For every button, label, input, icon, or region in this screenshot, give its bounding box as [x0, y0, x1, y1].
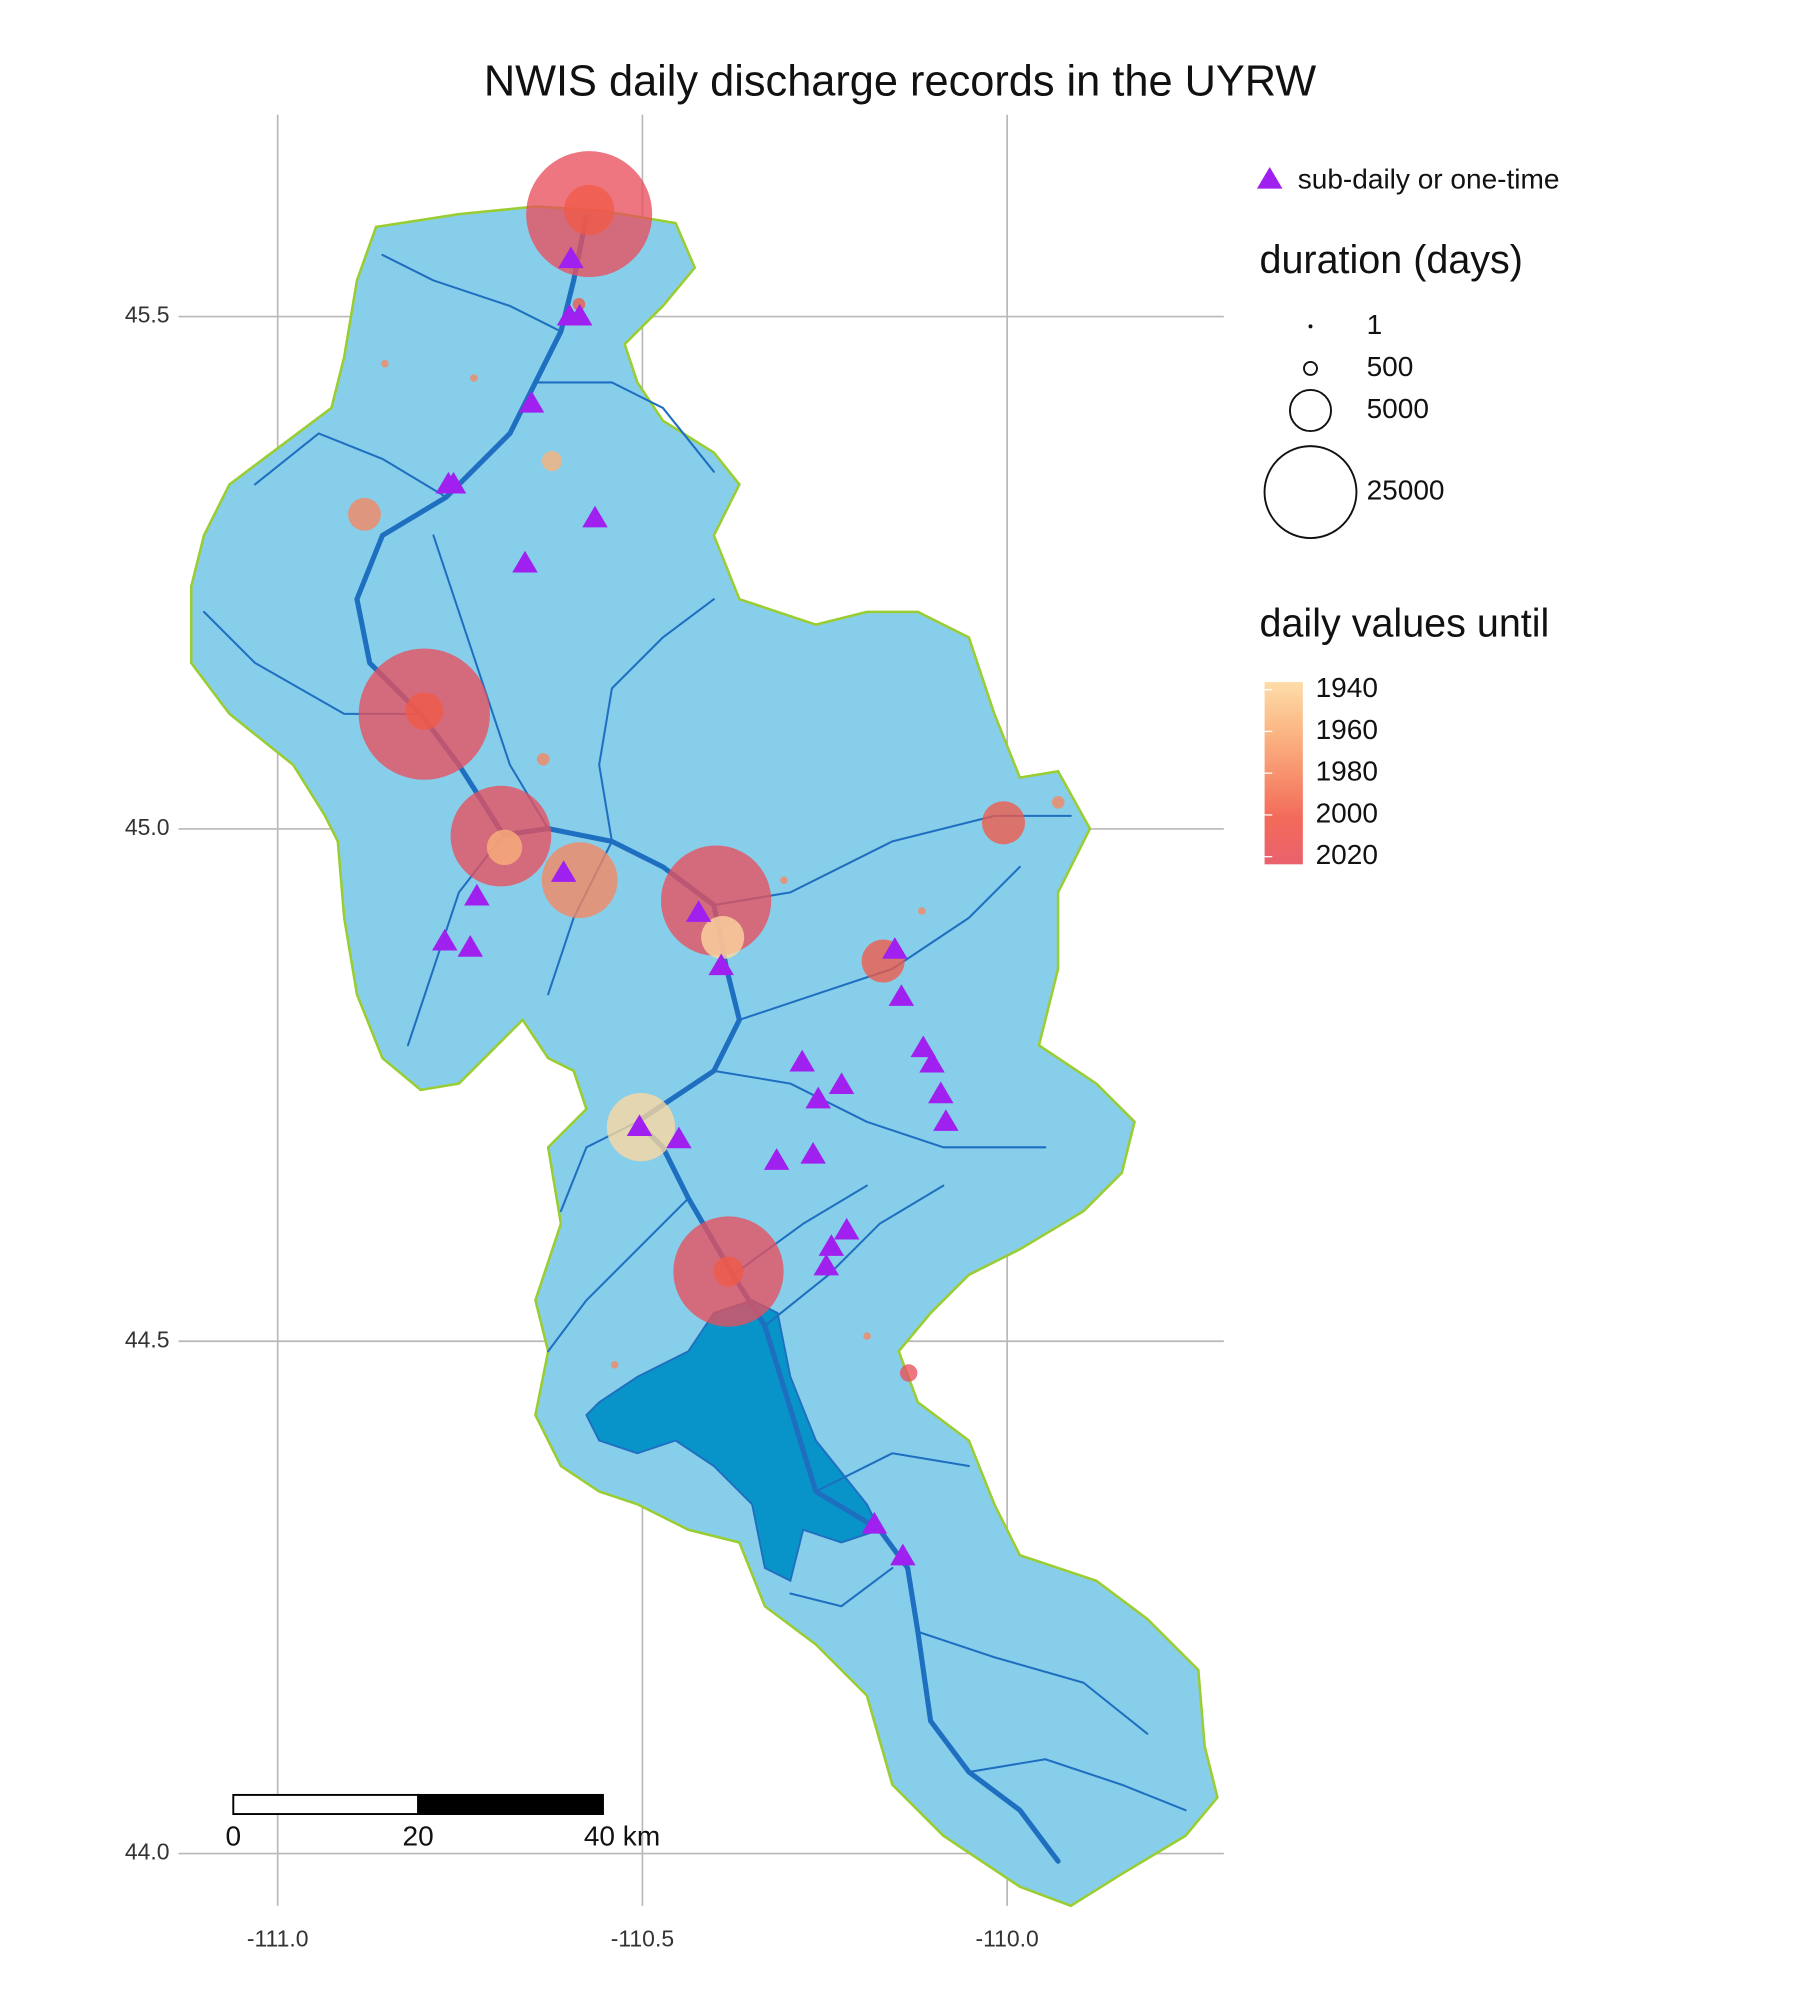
site-triangle	[431, 928, 458, 951]
site-circle	[918, 907, 926, 915]
site-circle	[470, 374, 478, 382]
y-tick-label: 45.0	[125, 814, 170, 840]
legend-size-circle	[1288, 388, 1333, 432]
scale-bar-label: 0	[225, 1821, 241, 1852]
sites	[348, 151, 1065, 1566]
site-triangle	[800, 1142, 826, 1164]
legend-title: daily values until	[1260, 601, 1550, 645]
site-circle	[381, 359, 389, 368]
site-circle	[701, 915, 745, 960]
y-tick-label: 45.5	[125, 302, 170, 328]
site-triangle	[910, 1035, 937, 1058]
site-circle	[780, 876, 788, 884]
legend-size-label: 25000	[1367, 474, 1445, 505]
x-tick-label: -110.0	[975, 1925, 1038, 1951]
legend: sub-daily or one-time duration (days) 1 500…	[1256, 163, 1560, 870]
site-triangle	[550, 860, 577, 882]
site-triangle	[805, 1086, 831, 1109]
x-tick-label: -110.5	[611, 1925, 674, 1951]
site-circle	[541, 842, 618, 919]
site-triangle	[566, 303, 593, 326]
colorbar-label: 1960	[1316, 714, 1378, 745]
site-triangle	[888, 984, 915, 1006]
legend-triangle	[1256, 166, 1283, 189]
legend-size-circle	[1303, 360, 1318, 376]
site-triangle	[789, 1049, 815, 1072]
site-triangle	[512, 550, 538, 573]
legend-size-circle	[1308, 324, 1313, 329]
site-circle	[713, 1256, 744, 1287]
site-triangle	[861, 1511, 888, 1534]
site-circle	[981, 801, 1026, 845]
site-circle	[348, 497, 381, 531]
site-circle	[563, 184, 615, 236]
site-circle	[486, 829, 523, 866]
site-triangle	[890, 1543, 916, 1566]
site-triangle	[685, 900, 712, 922]
site-triangle	[882, 937, 908, 959]
y-tick-label: 44.5	[125, 1326, 170, 1352]
site-triangle	[440, 471, 467, 494]
legend-size-label: 500	[1367, 351, 1414, 382]
site-circle	[1051, 795, 1065, 809]
site-triangle	[813, 1253, 839, 1276]
colorbar-label: 2020	[1316, 839, 1378, 870]
legend-size-label: 5000	[1367, 393, 1429, 424]
site-circle	[405, 692, 444, 730]
site-triangle	[919, 1050, 945, 1073]
site-triangle	[582, 505, 608, 528]
map-title: NWIS daily discharge records in the UYRW	[484, 58, 1316, 106]
site-triangle	[518, 390, 545, 413]
site-circle	[899, 1364, 918, 1382]
site-triangle	[558, 246, 584, 269]
x-tick-label: -111.0	[247, 1925, 309, 1951]
site-circle	[660, 845, 772, 956]
site-circle	[541, 450, 563, 472]
site-triangle	[626, 1114, 653, 1137]
legend-label: sub-daily or one-time	[1298, 163, 1560, 194]
y-tick-label: 44.0	[125, 1839, 170, 1865]
site-triangle	[666, 1126, 692, 1149]
colorbar-label: 1980	[1316, 756, 1378, 787]
legend-size-circle	[1263, 445, 1358, 539]
site-triangle	[833, 1217, 860, 1240]
watershed	[189, 205, 1219, 1908]
site-triangle	[457, 935, 484, 957]
scale-bar-segment	[417, 1793, 604, 1815]
site-triangle	[928, 1081, 954, 1104]
site-circle	[536, 752, 550, 766]
site-triangle	[708, 953, 734, 976]
site-triangle	[828, 1072, 855, 1095]
scale-bar-label: 40 km	[584, 1821, 660, 1852]
colorbar-label: 1940	[1316, 672, 1378, 703]
site-triangle	[763, 1148, 790, 1170]
scale-bar-segment	[232, 1793, 420, 1815]
map-root: NWIS daily discharge records in the UYRW…	[125, 58, 1560, 1952]
site-circle	[610, 1361, 619, 1369]
scale-bar: 0 20 40 km	[225, 1793, 660, 1852]
legend-title: duration (days)	[1260, 238, 1523, 282]
scale-bar-label: 20	[403, 1821, 434, 1852]
site-triangle	[464, 883, 490, 906]
site-triangle	[933, 1109, 959, 1131]
site-circle	[863, 1332, 871, 1340]
legend-size-label: 1	[1367, 309, 1383, 340]
site-triangle	[818, 1234, 845, 1256]
site-circle	[572, 297, 586, 311]
colorbar-label: 2000	[1316, 797, 1378, 828]
